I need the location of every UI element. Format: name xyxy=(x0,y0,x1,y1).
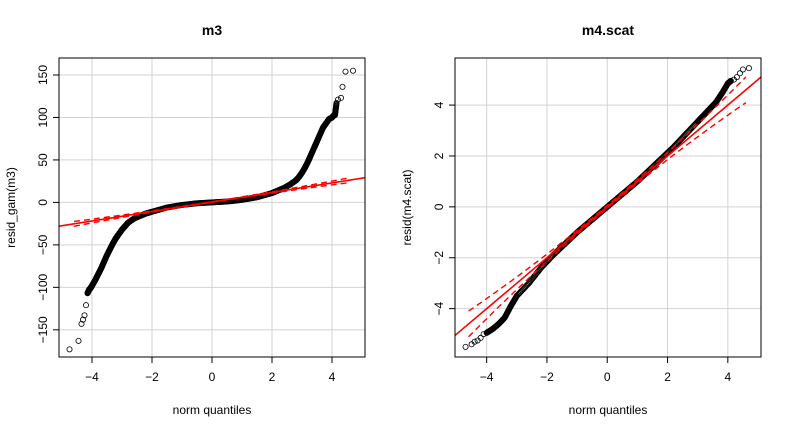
y-tick-label: 150 xyxy=(36,65,50,85)
envelope-upper xyxy=(73,177,351,223)
data-point xyxy=(745,65,752,72)
x-tick-label: −2 xyxy=(540,370,554,384)
data-point xyxy=(739,66,746,73)
data-point xyxy=(733,74,740,81)
y-tick-label: 2 xyxy=(432,152,446,159)
chart-title: m4.scat xyxy=(582,22,634,38)
reference-line xyxy=(455,76,761,337)
data-point xyxy=(83,302,90,309)
x-tick-label: 0 xyxy=(209,370,216,384)
data-point xyxy=(66,346,73,353)
points-group xyxy=(66,67,356,353)
data-point xyxy=(334,96,341,103)
y-tick-label: −4 xyxy=(432,301,446,315)
y-tick-label: −100 xyxy=(36,274,50,301)
x-tick-label: 2 xyxy=(269,370,276,384)
chart-panel-0: −4 −2 0 2 4 −150 −100 −50 0 50 100 150 m3 norm quanti… xyxy=(4,22,366,417)
x-axis-label: norm quantiles xyxy=(569,403,648,417)
data-point xyxy=(80,316,87,323)
data-point xyxy=(471,338,478,345)
x-tick-label: 4 xyxy=(329,370,336,384)
y-tick-label: −150 xyxy=(36,316,50,343)
x-tick-label: 4 xyxy=(724,370,731,384)
data-point xyxy=(342,68,349,75)
y-axis-label: resid(m4.scat) xyxy=(400,169,414,245)
data-point xyxy=(736,70,743,77)
chart-title: m3 xyxy=(202,22,222,38)
data-point xyxy=(349,67,356,74)
data-point xyxy=(78,320,85,327)
data-point xyxy=(75,337,82,344)
y-tick-label: 4 xyxy=(432,101,446,108)
reference-group xyxy=(455,76,761,338)
envelope-lower xyxy=(73,181,351,227)
x-tick-label: −4 xyxy=(480,370,494,384)
y-axis-label: resid_gam(m3) xyxy=(4,167,18,248)
data-point xyxy=(337,94,344,101)
x-tick-label: 2 xyxy=(664,370,671,384)
y-tick-label: 50 xyxy=(36,153,50,167)
y-tick-label: 0 xyxy=(432,203,446,210)
x-axis-label: norm quantiles xyxy=(173,403,252,417)
x-tick-label: −2 xyxy=(145,370,159,384)
data-point xyxy=(727,77,734,84)
reference-group xyxy=(59,176,365,228)
envelope-upper xyxy=(468,76,747,312)
plot-frame xyxy=(454,57,762,358)
x-tick-label: 0 xyxy=(604,370,611,384)
envelope-lower xyxy=(468,102,747,338)
chart-panel-1: −4 −2 0 2 4 −4 −2 0 2 4 m4.scat norm quantiles resid… xyxy=(400,22,762,417)
data-point xyxy=(462,343,469,350)
data-point xyxy=(477,334,484,341)
y-tick-label: −50 xyxy=(36,234,50,255)
data-point xyxy=(339,83,346,90)
data-point xyxy=(81,312,88,319)
data-point xyxy=(333,100,340,107)
x-tick-label: −4 xyxy=(85,370,99,384)
y-tick-label: 0 xyxy=(36,199,50,206)
y-tick-label: 100 xyxy=(36,107,50,127)
y-tick-label: −2 xyxy=(432,251,446,265)
